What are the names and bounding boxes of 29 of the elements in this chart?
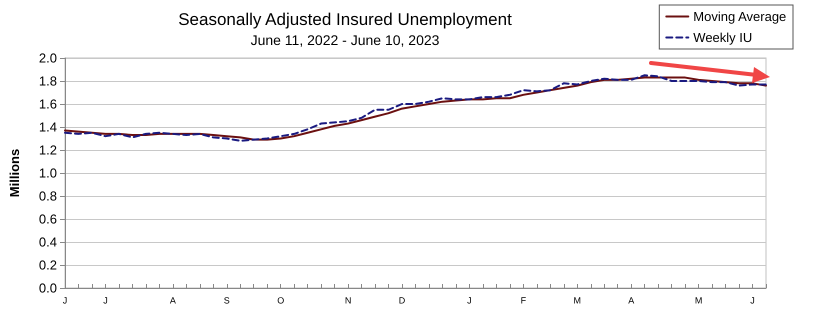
y-tick-label: 0.0 (38, 280, 57, 296)
y-tick-label: 1.2 (38, 142, 57, 158)
x-tick-label: A (170, 296, 176, 306)
y-tick-label: 0.8 (38, 188, 57, 204)
chart-subtitle: June 11, 2022 - June 10, 2023 (250, 32, 440, 48)
y-tick-label: 1.6 (38, 96, 57, 112)
x-tick-label: M (574, 296, 582, 306)
y-tick-label: 0.2 (38, 258, 57, 272)
x-tick-label: J (103, 296, 108, 306)
chart-title: Seasonally Adjusted Insured Unemployment (178, 10, 512, 29)
y-tick-label: 0.4 (38, 234, 57, 250)
x-tick-label: J (62, 296, 68, 306)
x-tick-label: F (520, 296, 527, 306)
y-tick-label: 0.6 (38, 212, 57, 226)
y-axis-title: Millions (7, 148, 22, 198)
y-tick-label: 1.4 (38, 120, 57, 134)
x-tick-label: J (467, 296, 472, 306)
x-tick-label: J (750, 296, 755, 306)
x-tick-label: N (344, 296, 352, 306)
legend-label: Weekly IU (693, 30, 752, 45)
x-tick-label: M (694, 296, 702, 306)
y-tick-label: 2.0 (38, 50, 57, 66)
x-tick-label: O (277, 296, 284, 306)
legend-label: Moving Average (693, 9, 786, 24)
x-tick-label: S (224, 296, 230, 306)
y-tick-label: 1.8 (38, 74, 57, 88)
x-tick-label: D (398, 296, 406, 306)
y-tick-label: 1.0 (38, 166, 57, 180)
x-tick-label: A (628, 296, 634, 306)
